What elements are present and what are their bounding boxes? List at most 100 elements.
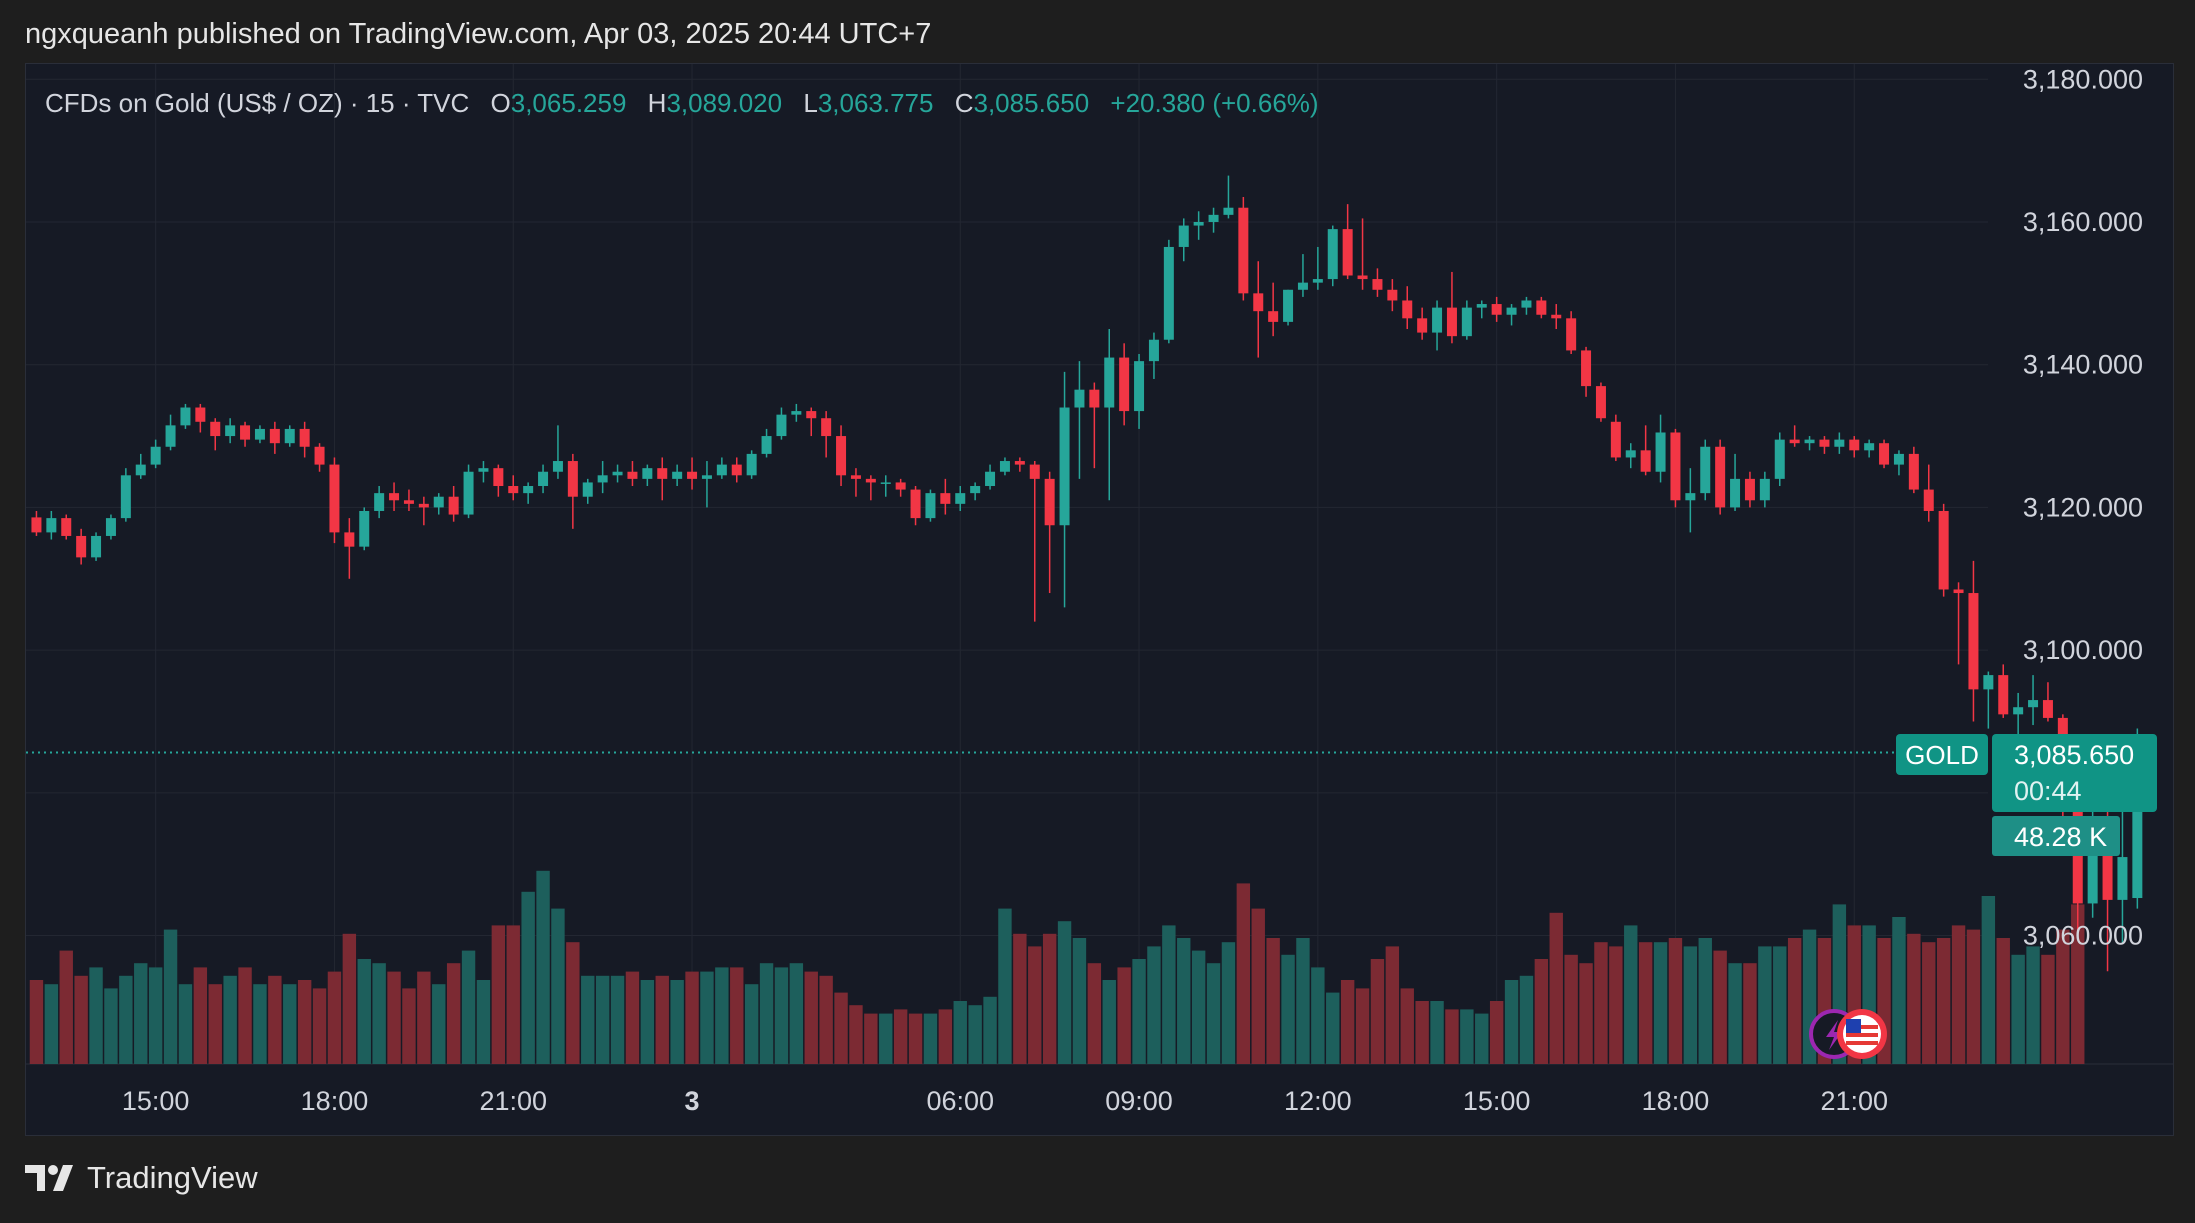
volume-bar [610,975,625,1064]
volume-bar [1758,946,1772,1064]
volume-bar [387,971,401,1064]
candle-body [538,471,549,487]
candle-body [150,446,161,465]
candle-body [478,468,489,472]
chart-grid [26,64,2173,1065]
candle-body [850,475,861,479]
candle-body [508,486,519,494]
candle-body [1893,453,1904,465]
candle-body [1283,289,1294,322]
volume-bar [89,967,103,1064]
volume-bar [1087,963,1102,1064]
candle-body [1268,311,1279,322]
volume-bar [730,967,744,1064]
candle-body [1819,439,1830,447]
volume-bar [417,971,431,1064]
symbol-name[interactable]: CFDs on Gold (US$ / OZ) · 15 · TVC [45,88,470,118]
candle-body [314,446,325,465]
price-candles [31,175,2143,972]
volume-bar [804,971,818,1064]
low-value: 3,063.775 [817,88,934,118]
footer-brand[interactable]: TradingView [25,1160,258,1196]
volume-bar [1996,938,2010,1064]
volume-bar [968,1005,982,1064]
volume-bar [446,963,461,1064]
volume-bar [461,950,476,1064]
volume-bar [1057,921,1072,1064]
candle-body [1163,246,1174,340]
volume-bar [119,975,133,1064]
time-tick-label: 06:00 [926,1086,994,1116]
volume-bar [1340,980,1355,1064]
us-flag-icon[interactable] [1837,1009,1887,1059]
candle-body [61,518,72,536]
candle-body [2087,817,2098,904]
candlestick-chart[interactable]: 3,060.0003,080.0003,100.0003,120.0003,14… [26,64,2173,1135]
candle-body [359,510,370,547]
symbol-label-box [1896,734,1988,775]
candle-body [225,425,236,437]
volume-bar [208,984,222,1064]
volume-bar [163,929,178,1064]
candle-body [1879,443,1890,465]
volume-bar [1251,908,1265,1064]
volume-bar [893,1009,908,1064]
volume-badge-box [1992,816,2120,856]
symbol-label: GOLD [1905,740,1979,770]
candle-body [955,493,966,504]
candle-body [925,493,936,519]
volume-bar [1028,946,1042,1064]
time-tick-label: 3 [685,1086,700,1116]
candle-body [880,482,891,484]
candle-body [1148,339,1159,362]
candle-body [1908,453,1919,490]
last-volume-value: 48.28 K [2014,822,2107,852]
candle-body [806,411,817,419]
publish-info: ngxqueanh published on TradingView.com, … [25,18,932,50]
volume-bar [640,980,655,1064]
volume-bar [581,975,595,1064]
candle-body [1372,279,1383,290]
candle-body [284,428,295,444]
volume-bar [2011,954,2025,1064]
volume-bar [1102,980,1116,1064]
candle-body [299,428,310,447]
tradingview-logo-icon [25,1165,73,1191]
candle-body [1208,214,1219,222]
candle-body [403,500,414,504]
volume-bar [759,963,774,1064]
price-axis[interactable]: 3,060.0003,080.0003,100.0003,120.0003,14… [2023,64,2143,950]
volume-bar [1281,954,1295,1064]
time-axis[interactable]: 15:00 18:00 21:00 3 06:00 09:00 12:00 15:00 18:0… [122,1086,1888,1116]
low-key: L [803,88,818,118]
candle-body [1059,407,1070,526]
candle-body [1491,304,1502,315]
candle-body [1223,207,1234,215]
candle-body [1849,439,1860,451]
price-tick-label: 3,060.000 [2023,921,2143,951]
candle-body [493,468,504,487]
volume-bar [1922,942,1936,1064]
volume-bar [744,984,759,1064]
candle-body [776,414,787,437]
candle-body [1938,510,1949,590]
open-value: 3,065.259 [510,88,627,118]
time-tick-label: 15:00 [1463,1086,1531,1116]
candle-body [91,535,102,558]
candle-body [657,468,668,479]
brand-name: TradingView [87,1160,258,1195]
volume-bar [864,1013,878,1064]
volume-bar [1519,975,1534,1064]
volume-bar [1936,938,1951,1064]
volume-bar [297,980,312,1064]
chart-panel[interactable]: 3,060.0003,080.0003,100.0003,120.0003,14… [25,63,2174,1136]
volume-bar [2041,954,2055,1064]
volume-bar [1743,963,1757,1064]
volume-bar [432,984,446,1064]
candle-body [2102,817,2113,900]
candle-body [1834,439,1845,447]
volume-bar [670,980,684,1064]
volume-bar [625,971,640,1064]
volume-bar [268,975,282,1064]
volume-bar [193,967,208,1064]
